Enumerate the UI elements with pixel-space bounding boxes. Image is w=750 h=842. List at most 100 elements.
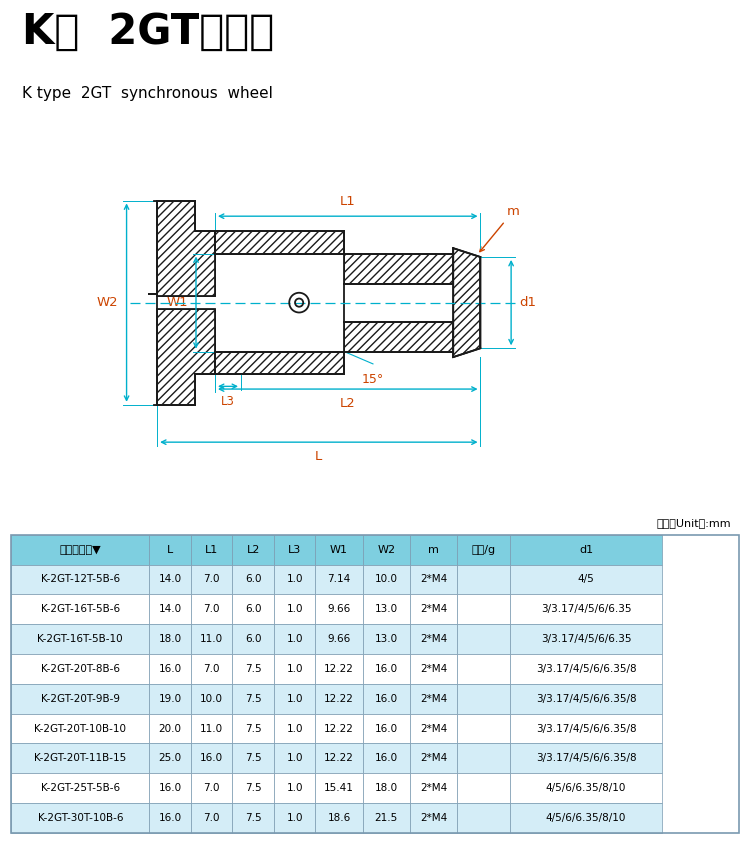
Text: L3: L3: [221, 395, 235, 408]
Text: 19.0: 19.0: [158, 694, 182, 704]
Bar: [274, 535, 315, 564]
Bar: [274, 803, 315, 833]
Text: 4/5/6/6.35/8/10: 4/5/6/6.35/8/10: [546, 783, 626, 793]
Text: 2*M4: 2*M4: [420, 663, 447, 674]
Text: 7.14: 7.14: [327, 574, 350, 584]
Text: 2*M4: 2*M4: [420, 694, 447, 704]
Bar: [191, 684, 232, 714]
Bar: [509, 594, 662, 624]
Bar: [232, 535, 274, 564]
Bar: [191, 535, 232, 564]
Bar: [458, 564, 509, 594]
Bar: [410, 654, 458, 684]
Text: 3/3.17/4/5/6/6.35/8: 3/3.17/4/5/6/6.35/8: [536, 723, 636, 733]
Bar: [509, 535, 662, 564]
Bar: [458, 743, 509, 773]
Bar: [11, 535, 149, 564]
Text: 12.22: 12.22: [324, 694, 354, 704]
Text: 3/3.17/4/5/6/6.35: 3/3.17/4/5/6/6.35: [541, 634, 632, 644]
Bar: [410, 773, 458, 803]
Bar: [149, 773, 191, 803]
Text: 7.5: 7.5: [244, 754, 262, 764]
Text: K type  2GT  synchronous  wheel: K type 2GT synchronous wheel: [22, 86, 273, 101]
Text: K-2GT-20T-11B-15: K-2GT-20T-11B-15: [34, 754, 127, 764]
Bar: [149, 684, 191, 714]
Bar: [315, 594, 363, 624]
Bar: [315, 743, 363, 773]
Text: 18.6: 18.6: [327, 813, 350, 823]
Bar: [458, 654, 509, 684]
Text: 10.0: 10.0: [200, 694, 223, 704]
Text: W2: W2: [377, 545, 395, 555]
Text: 16.0: 16.0: [158, 783, 182, 793]
Text: 16.0: 16.0: [375, 723, 398, 733]
Bar: [191, 803, 232, 833]
Bar: [509, 654, 662, 684]
Text: 11.0: 11.0: [200, 634, 223, 644]
Text: 2*M4: 2*M4: [420, 605, 447, 615]
Text: m: m: [480, 205, 519, 252]
Bar: [458, 684, 509, 714]
Text: 9.66: 9.66: [327, 605, 350, 615]
Text: 20.0: 20.0: [159, 723, 182, 733]
Polygon shape: [158, 309, 215, 405]
Text: W1: W1: [166, 296, 188, 309]
Polygon shape: [453, 248, 481, 357]
Text: 18.0: 18.0: [158, 634, 182, 644]
Bar: [363, 773, 410, 803]
Bar: [191, 624, 232, 654]
Text: 21.5: 21.5: [375, 813, 398, 823]
Bar: [11, 594, 149, 624]
Polygon shape: [215, 232, 344, 253]
Bar: [315, 624, 363, 654]
Bar: [410, 684, 458, 714]
Text: 13.0: 13.0: [375, 634, 398, 644]
Text: 9.66: 9.66: [327, 634, 350, 644]
Text: 6.0: 6.0: [244, 605, 261, 615]
Text: 7.5: 7.5: [244, 813, 262, 823]
Bar: [191, 773, 232, 803]
Text: K型  2GT同步轮: K型 2GT同步轮: [22, 10, 274, 52]
Text: 7.5: 7.5: [244, 663, 262, 674]
Bar: [232, 714, 274, 743]
Text: 2*M4: 2*M4: [420, 783, 447, 793]
Text: 3/3.17/4/5/6/6.35: 3/3.17/4/5/6/6.35: [541, 605, 632, 615]
Text: d1: d1: [519, 296, 536, 309]
Text: 3/3.17/4/5/6/6.35/8: 3/3.17/4/5/6/6.35/8: [536, 694, 636, 704]
Text: 2*M4: 2*M4: [420, 574, 447, 584]
Text: K-2GT-12T-5B-6: K-2GT-12T-5B-6: [40, 574, 120, 584]
Text: 1.0: 1.0: [286, 663, 303, 674]
Text: 2*M4: 2*M4: [420, 723, 447, 733]
Bar: [410, 535, 458, 564]
Bar: [363, 535, 410, 564]
Bar: [315, 535, 363, 564]
Text: 3/3.17/4/5/6/6.35/8: 3/3.17/4/5/6/6.35/8: [536, 663, 636, 674]
Text: 16.0: 16.0: [158, 813, 182, 823]
Text: 2*M4: 2*M4: [420, 813, 447, 823]
Bar: [11, 714, 149, 743]
Text: 11.0: 11.0: [200, 723, 223, 733]
Bar: [458, 594, 509, 624]
Bar: [410, 564, 458, 594]
Text: L2: L2: [247, 545, 259, 555]
Text: 2*M4: 2*M4: [420, 634, 447, 644]
Bar: [149, 803, 191, 833]
Text: 7.5: 7.5: [244, 723, 262, 733]
Text: 14.0: 14.0: [158, 574, 182, 584]
Text: W2: W2: [97, 296, 118, 309]
Text: 18.0: 18.0: [375, 783, 398, 793]
Text: 16.0: 16.0: [375, 663, 398, 674]
Bar: [191, 714, 232, 743]
Bar: [149, 564, 191, 594]
Bar: [410, 714, 458, 743]
Bar: [191, 654, 232, 684]
Text: L: L: [167, 545, 173, 555]
Polygon shape: [344, 322, 453, 352]
Text: 13.0: 13.0: [375, 605, 398, 615]
Polygon shape: [344, 253, 453, 284]
Bar: [458, 535, 509, 564]
Text: 同步轮型号▼: 同步轮型号▼: [59, 545, 101, 555]
Text: K-2GT-20T-8B-6: K-2GT-20T-8B-6: [40, 663, 120, 674]
Bar: [344, 284, 453, 322]
Polygon shape: [158, 200, 215, 296]
